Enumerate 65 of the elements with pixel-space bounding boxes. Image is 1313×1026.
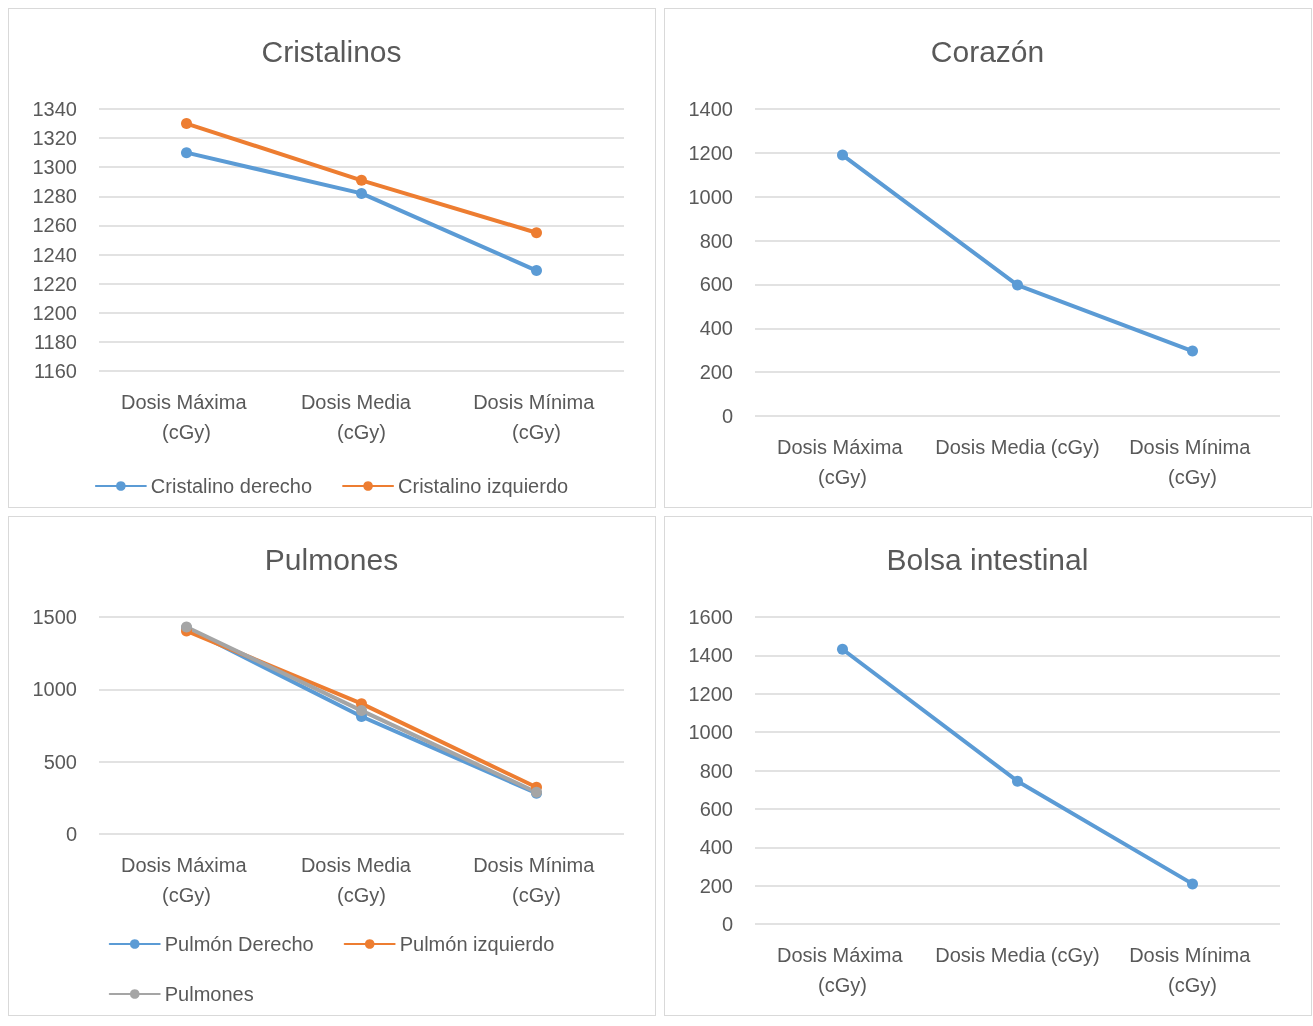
chart-title: Corazón: [930, 34, 1045, 68]
y-tick-label: 1200: [688, 682, 733, 705]
point: [837, 643, 848, 655]
y-tick-label: 0: [721, 405, 733, 427]
x-tick-label: Dosis Máxima (cGy): [120, 391, 253, 443]
y-tick-label: 1160: [33, 360, 77, 382]
y-tick-label: 1600: [688, 606, 733, 628]
y-tick-label: 800: [699, 759, 733, 782]
y-tick-label: 0: [721, 913, 733, 935]
legend-label: Pulmón Derecho: [164, 933, 314, 955]
y-tick-label: 1200: [32, 301, 77, 324]
legend-label: Cristalino derecho: [150, 475, 313, 497]
x-tick-label: Dosis Máxima (cGy): [776, 436, 909, 488]
y-tick-label: 1200: [688, 141, 733, 164]
x-tick-label: Dosis Máxima (cGy): [776, 944, 909, 996]
x-tick-label: Dosis Máxima (cGy): [120, 854, 253, 906]
x-tick-label: Dosis Mínima (cGy): [473, 391, 600, 443]
point: [356, 187, 367, 199]
point: [181, 147, 192, 159]
chart-title: Bolsa intestinal: [886, 542, 1089, 576]
point: [531, 265, 542, 277]
y-tick-label: 800: [699, 229, 733, 252]
point: [356, 174, 367, 186]
y-tick-label: 1240: [32, 243, 77, 266]
x-tick-label: Dosis Media (cGy): [935, 944, 1100, 966]
y-tick-label: 1280: [32, 185, 77, 208]
point: [1187, 878, 1198, 890]
point: [1012, 775, 1023, 787]
y-tick-label: 1320: [32, 127, 77, 150]
chart-title: Pulmones: [264, 542, 399, 576]
y-tick-label: 1400: [688, 644, 733, 667]
y-tick-label: 1220: [32, 272, 77, 295]
y-tick-label: 1300: [32, 156, 77, 179]
y-tick-label: 1400: [688, 98, 733, 120]
y-tick-label: 1340: [32, 98, 77, 120]
x-tick-label: Dosis Mínima (cGy): [1129, 944, 1256, 996]
x-tick-label: Dosis Media (cGy): [300, 391, 423, 443]
chart-title: Cristalinos: [261, 34, 402, 68]
y-tick-label: 600: [699, 797, 733, 820]
y-tick-label: 500: [43, 750, 77, 773]
y-tick-label: 400: [699, 836, 733, 859]
y-tick-label: 600: [699, 273, 733, 296]
y-tick-label: 1180: [33, 330, 77, 353]
x-tick-label: Dosis Mínima (cGy): [473, 854, 600, 906]
legend-label: Cristalino izquierdo: [398, 475, 569, 497]
x-tick-label: Dosis Mínima (cGy): [1129, 436, 1256, 488]
point: [356, 705, 367, 717]
point: [837, 149, 848, 161]
y-tick-label: 200: [699, 361, 733, 384]
legend-label: Pulmones: [164, 983, 254, 1005]
x-tick-label: Dosis Media (cGy): [300, 854, 423, 906]
y-tick-label: 1000: [688, 185, 733, 208]
y-tick-label: 1000: [32, 678, 77, 701]
point: [1012, 279, 1023, 291]
x-tick-label: Dosis Media (cGy): [935, 436, 1100, 458]
y-tick-label: 200: [699, 874, 733, 897]
y-tick-label: 1500: [32, 606, 77, 628]
y-tick-label: 1260: [32, 214, 77, 237]
legend-label: Pulmón izquierdo: [399, 933, 555, 955]
y-tick-label: 1000: [688, 721, 733, 744]
point: [1187, 345, 1198, 357]
y-tick-label: 0: [65, 823, 77, 845]
y-tick-label: 400: [699, 317, 733, 340]
point: [531, 227, 542, 239]
point: [181, 118, 192, 130]
